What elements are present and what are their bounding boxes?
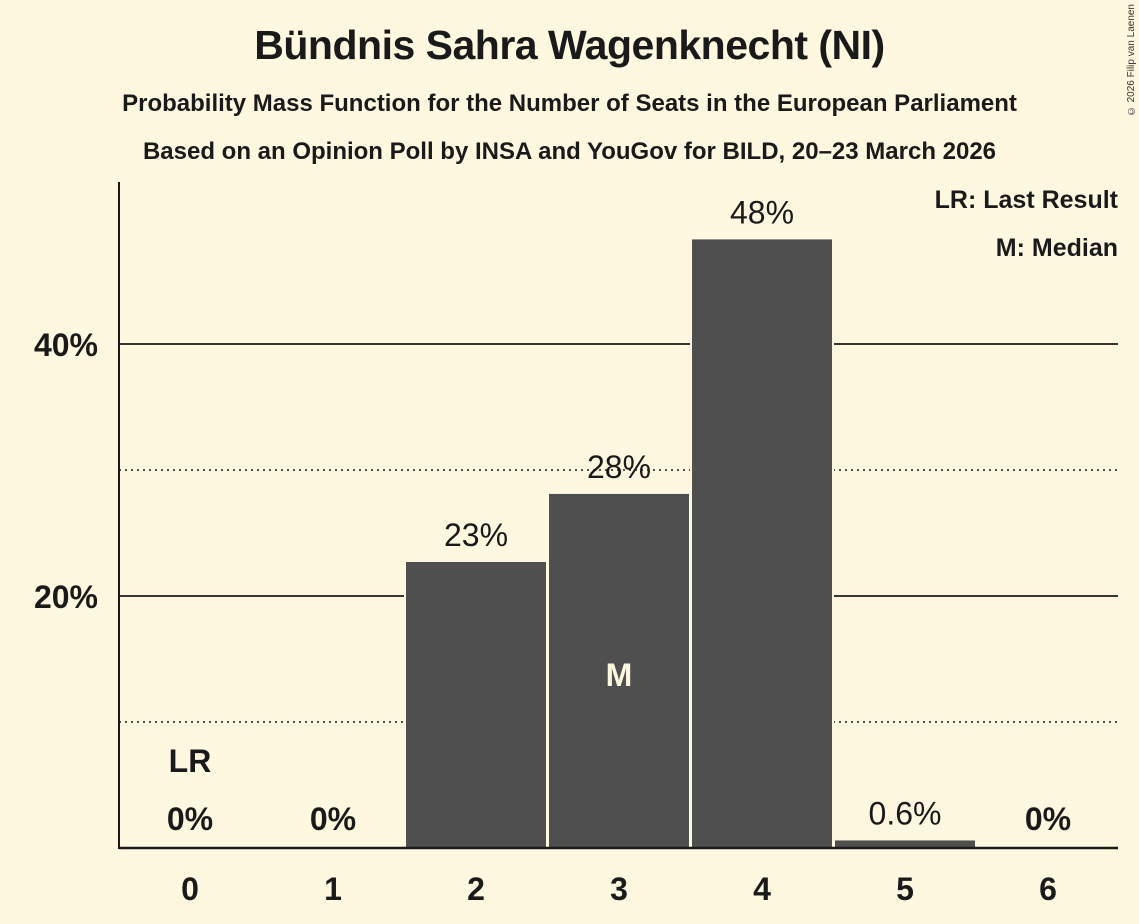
data-label: 0% [1025,801,1071,837]
data-label: 23% [444,517,508,553]
data-label: 0% [167,801,213,837]
bar-gap [690,239,834,849]
bar-seats-5 [835,840,975,848]
last-result-marker: LR [169,743,212,779]
copyright-notice: © 2026 Filip van Laenen [1126,4,1137,117]
data-label: 48% [730,194,794,230]
x-tick-label: 4 [753,871,771,907]
y-tick-label: 40% [34,327,98,363]
x-tick-label: 3 [610,871,628,907]
data-label: 28% [587,449,651,485]
bar-gap [404,561,548,848]
chart-title: Bündnis Sahra Wagenknecht (NI) [254,22,885,68]
legend-last-result: LR: Last Result [934,186,1118,214]
bar-seats-4 [692,239,832,849]
bar-seats-3 [549,493,689,848]
data-label: 0% [310,801,356,837]
x-tick-label: 5 [896,871,914,907]
bar-seats-2 [406,561,546,848]
x-tick-label: 1 [324,871,342,907]
x-tick-label: 0 [181,871,199,907]
x-tick-label: 6 [1039,871,1057,907]
median-marker: M [606,657,633,693]
bar-gap [547,493,691,848]
bar-gap [833,840,977,848]
x-tick-label: 2 [467,871,485,907]
y-tick-label: 20% [34,579,98,615]
chart-subtitle: Probability Mass Function for the Number… [122,90,1017,117]
legend-median: M: Median [995,234,1118,262]
chart-source: Based on an Opinion Poll by INSA and You… [142,138,997,165]
data-label: 0.6% [869,795,942,831]
